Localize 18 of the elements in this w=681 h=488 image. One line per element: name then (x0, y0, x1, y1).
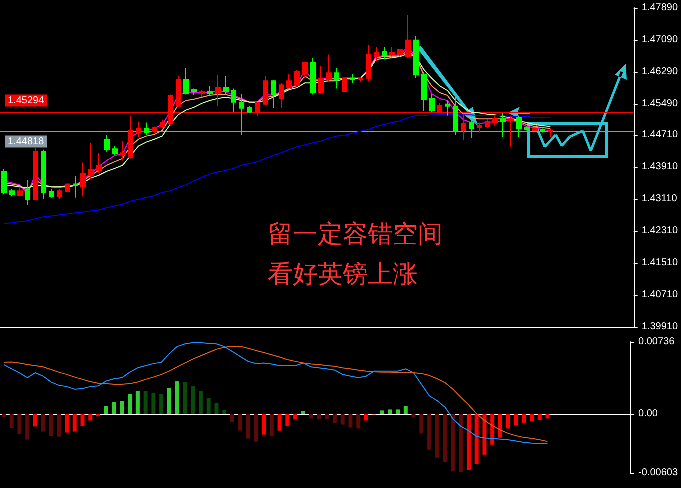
y-tick-label: -0.00603 (638, 468, 678, 478)
y-tick-label: 1.43110 (642, 194, 678, 205)
y-tick-label: 1.39910 (642, 322, 678, 332)
y-tick-label: 1.45490 (642, 98, 678, 110)
y-tick-label: 1.47890 (642, 2, 678, 14)
ref-line-label: 1.44818 (8, 136, 45, 148)
y-tick-label: 1.42310 (642, 226, 678, 237)
y-tick-label: 1.41510 (642, 258, 678, 269)
annotation: 留一定容错空间 (268, 220, 443, 248)
y-tick-label: 1.44710 (642, 130, 678, 141)
ref-line-label: 1.45294 (8, 95, 45, 106)
y-tick-label: 0.00 (638, 408, 658, 420)
y-tick-label: 1.43910 (642, 162, 678, 173)
y-tick-label: 1.40710 (642, 290, 678, 301)
y-tick-label: 1.47090 (642, 34, 678, 46)
y-tick-label: 1.46290 (642, 66, 678, 78)
y-tick-label: 0.00736 (638, 336, 676, 348)
annotation: 看好英镑上涨 (268, 260, 418, 288)
